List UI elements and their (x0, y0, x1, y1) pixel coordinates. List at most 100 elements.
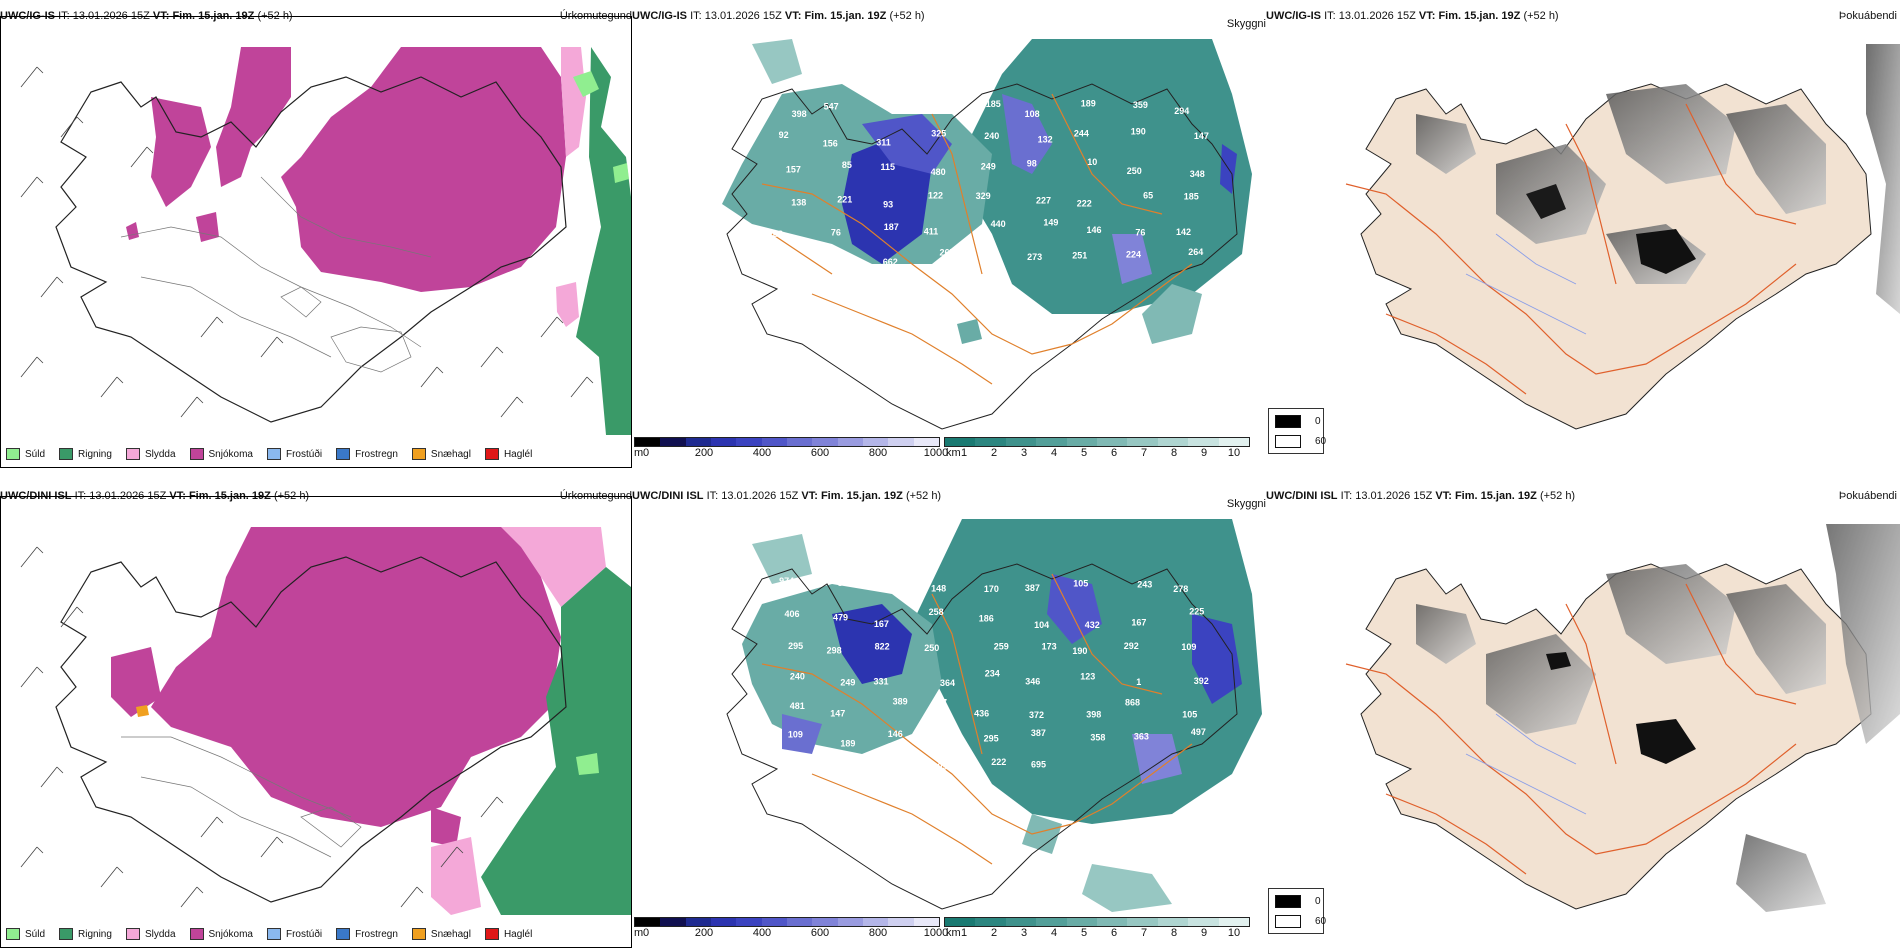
cloud-base-value: 132 (1038, 134, 1053, 144)
colorbar-segment (1036, 918, 1067, 926)
colorbar-tick-label: 0 (642, 447, 650, 459)
legend-swatch (411, 448, 426, 460)
colorbar-tick-label: 1000 (923, 927, 949, 939)
legend-item-snjókoma: Snjókoma (189, 928, 253, 940)
legend-swatch (6, 448, 20, 460)
colorbar-segment (1157, 438, 1189, 446)
cloud-base-value: 294 (1174, 106, 1189, 116)
cloud-base-value: 146 (888, 729, 903, 739)
cloud-base-value: 76 (831, 228, 841, 238)
colorbar-tick-label: 6 (1110, 447, 1118, 459)
colorbar-tick-label: 3 (1020, 447, 1028, 459)
cloud-base-ticks: 0 200 400 600 800 1000 (642, 927, 948, 940)
cloud-base-value: 481 (790, 701, 805, 711)
fog-dark-core (1546, 652, 1571, 670)
colorbar-segment (1097, 918, 1128, 926)
colorbar-segment (786, 918, 813, 926)
legend-swatch (59, 448, 74, 460)
colorbar-segment (913, 438, 939, 446)
colorbar-tick-label: 1 (960, 447, 968, 459)
colorbar-segment (736, 918, 762, 926)
fog-index-shading (1416, 524, 1900, 912)
cloud-base-value: 156 (823, 138, 838, 148)
cloud-base-value: 168 (922, 730, 937, 740)
cloud-base-value: 189 (1081, 99, 1096, 109)
panel-title: Skyggni (1226, 498, 1266, 510)
colorbar-segment (1157, 918, 1189, 926)
colorbar-segment (1066, 438, 1098, 446)
legend-swatch (266, 448, 281, 460)
cloud-base-value: 295 (984, 733, 999, 743)
cloud-base-value: 225 (1189, 606, 1204, 616)
cloud-base-value: 104 (892, 98, 907, 108)
colorbar-segment (837, 438, 863, 446)
cloud-base-value: 10 (1087, 157, 1097, 167)
cloud-base-value: 387 (1031, 728, 1046, 738)
legend-item-rigning: Rigning (59, 928, 112, 940)
cloud-base-value: 65 (1143, 190, 1153, 200)
cloud-base-value: 259 (994, 642, 1009, 652)
wind-barbs (20, 546, 504, 908)
scale-unit-km: km (946, 447, 961, 459)
colorbar-segment (945, 918, 976, 926)
colorbar-tick-label: 0 (642, 927, 650, 939)
cloud-base-value: 76 (1135, 228, 1145, 238)
cloud-base-value: 167 (874, 619, 889, 629)
cloud-base-value: 243 (1137, 579, 1152, 589)
cloud-base-value: 104 (1034, 620, 1049, 630)
panel-title: Þokuábendi (1838, 10, 1897, 22)
colorbar-tick-label: 4 (1050, 447, 1058, 459)
fog-dark-core (1636, 229, 1696, 274)
cloud-base-value: 147 (1194, 131, 1209, 141)
scale-unit-m: m (634, 447, 644, 459)
cloud-base-value: 278 (1173, 584, 1188, 594)
cloud-base-value: 123 (1080, 671, 1095, 681)
elevation-contours (121, 736, 362, 858)
cloud-base-value: 170 (984, 584, 999, 594)
wind-barbs (20, 66, 594, 418)
cloud-base-value: 387 (1025, 583, 1040, 593)
colorbar-tick-label: 7 (1140, 447, 1148, 459)
cloud-base-value: 224 (1126, 249, 1141, 259)
legend-label: Snæhagl (430, 928, 471, 940)
cloud-base-value: 105 (1073, 578, 1088, 588)
fog-map (1345, 44, 1900, 430)
legend-label: Haglél (503, 448, 533, 460)
elevation-contours (120, 176, 432, 373)
iceland-coastline (726, 563, 1238, 910)
fog-key-label: 60 (1315, 916, 1327, 927)
legend-swatch (6, 928, 20, 940)
cloud-base-value: 122 (928, 190, 943, 200)
legend-swatch (59, 928, 74, 940)
colorbar-tick-label: 2 (990, 447, 998, 459)
water-contours (1465, 713, 1587, 815)
cloud-base-value: 258 (929, 607, 944, 617)
cloud-base-value: 185 (1184, 192, 1199, 202)
colorbar-segment (888, 918, 914, 926)
cloud-base-value: 363 (1134, 731, 1149, 741)
cloud-base-value: 497 (1191, 727, 1206, 737)
fog-map (1345, 524, 1900, 912)
roads (1345, 103, 1797, 395)
colorbar-segment (1127, 918, 1158, 926)
water-contours (1465, 233, 1587, 335)
cloud-base-value: 295 (788, 641, 803, 651)
roads (761, 573, 1193, 865)
fog-key-label: 0 (1315, 416, 1321, 427)
fog-panel-top: UWC/IG-IS IT: 13.01.2026 15Z VT: Fim. 15… (1266, 10, 1900, 468)
cloud-base-value: 273 (1027, 252, 1042, 262)
colorbar-tick-label: 6 (1110, 927, 1118, 939)
cloud-base-value: 190 (1072, 646, 1087, 656)
cloud-base-value: 249 (981, 162, 996, 172)
colorbar-tick-label: 4 (1050, 927, 1058, 939)
cloud-base-value: 547 (824, 102, 839, 112)
cloud-base-value: 85 (842, 160, 852, 170)
fog-index-shading (1416, 44, 1900, 314)
panel-header: UWC/DINI ISL IT: 13.01.2026 15Z VT: Fim.… (632, 490, 942, 502)
legend-item-haglél: Haglél (484, 448, 533, 460)
legend-swatch (336, 448, 351, 460)
visibility-colorbar (944, 437, 1250, 447)
cloud-base-value: 432 (1085, 620, 1100, 630)
cloud-base-value: 240 (984, 131, 999, 141)
colorbar-tick-label: 7 (1140, 927, 1148, 939)
